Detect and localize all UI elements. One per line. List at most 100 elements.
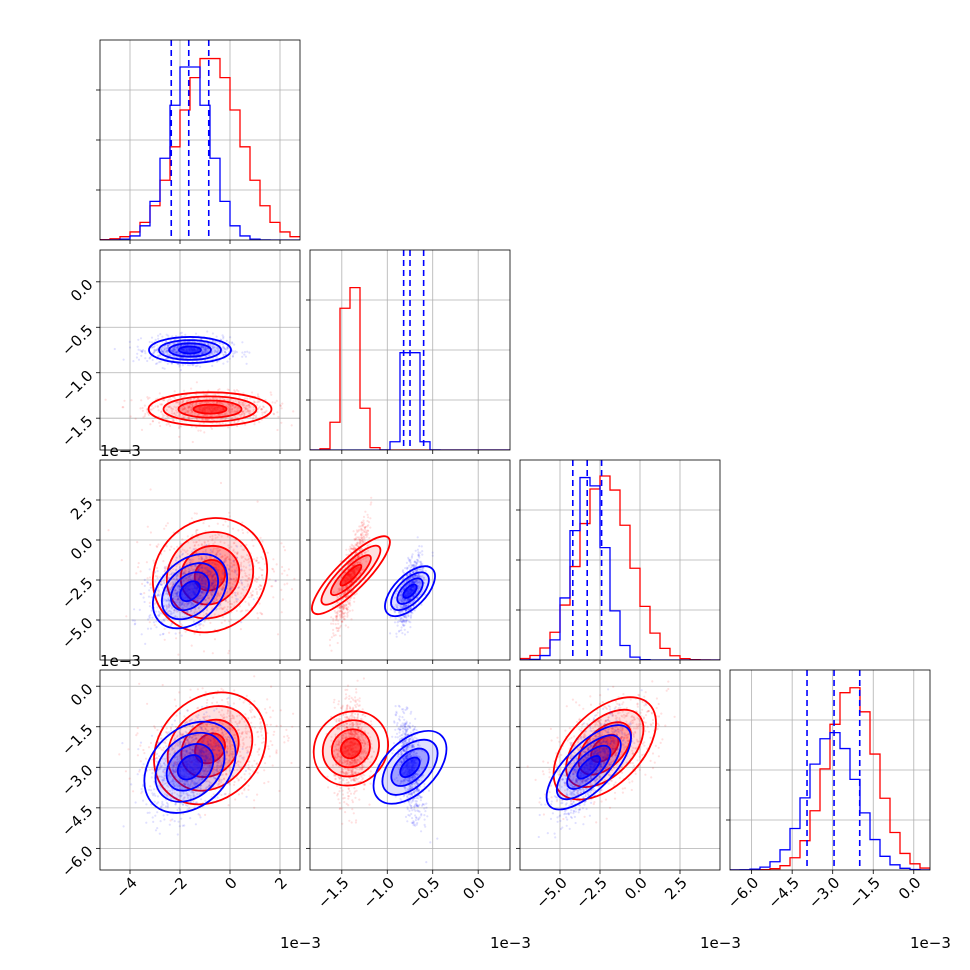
sample-point [217, 592, 220, 595]
sample-point [218, 533, 221, 537]
sample-point [215, 402, 218, 405]
sample-point [328, 644, 332, 647]
sample-point [195, 381, 198, 384]
sample-point [253, 401, 256, 404]
sample-point [176, 401, 179, 404]
panel-2-0 [96, 459, 301, 664]
sample-point [241, 521, 244, 524]
sample-point [173, 547, 176, 550]
sample-point [169, 587, 172, 590]
sample-point [191, 403, 194, 406]
sample-point [178, 341, 182, 344]
sample-point [162, 399, 165, 402]
sample-point [256, 401, 259, 404]
sample-point [227, 426, 230, 429]
sample-point [165, 524, 168, 527]
sample-point [170, 362, 173, 365]
sample-point [252, 400, 255, 403]
sample-point [229, 618, 233, 621]
sample-point [141, 350, 144, 353]
sample-point [176, 574, 179, 577]
sample-point [165, 408, 168, 412]
sample-point [249, 410, 252, 413]
sample-point [162, 414, 165, 417]
sample-point [173, 347, 176, 350]
sample-point [247, 561, 250, 564]
sample-point [195, 628, 199, 632]
sample-point [217, 388, 220, 392]
sample-point [244, 406, 247, 409]
sample-point [155, 626, 158, 629]
sample-point [244, 407, 248, 410]
sample-point [215, 397, 218, 400]
sample-point [147, 397, 150, 400]
sample-point [171, 349, 175, 352]
sample-point [156, 344, 159, 347]
sample-point [205, 350, 208, 354]
sample-point [174, 350, 177, 353]
sample-point [360, 529, 363, 532]
sample-point [227, 567, 230, 571]
sample-point [178, 402, 182, 405]
sample-point [184, 411, 187, 414]
sample-point [165, 565, 168, 568]
sample-point [182, 399, 185, 402]
sample-point [251, 391, 254, 394]
sample-point [159, 633, 162, 637]
sample-point [151, 346, 154, 349]
sample-point [239, 628, 242, 631]
sample-point [161, 346, 164, 349]
sample-point [206, 349, 209, 352]
sample-point [260, 556, 263, 559]
sample-point [242, 594, 245, 597]
sample-point [189, 354, 192, 357]
sample-point [143, 404, 146, 407]
sample-point [209, 535, 212, 538]
sample-point [355, 529, 358, 532]
sample-point [217, 550, 220, 553]
sample-point [215, 347, 219, 350]
sample-point [223, 354, 226, 357]
sample-point [221, 615, 224, 619]
sample-point [178, 435, 181, 438]
sample-point [211, 347, 214, 350]
sample-point [231, 586, 234, 589]
sample-point [241, 403, 244, 406]
sample-point [347, 626, 350, 629]
sample-point [232, 400, 235, 403]
sample-point [132, 360, 135, 363]
sample-point [178, 601, 181, 604]
sample-point [165, 350, 168, 353]
sample-point [163, 549, 166, 553]
sample-point [246, 554, 249, 557]
sample-point [204, 548, 207, 551]
sample-point [192, 541, 195, 544]
sample-point [238, 401, 241, 405]
sample-point [203, 346, 206, 349]
sample-point [173, 397, 176, 400]
sample-point [222, 353, 225, 356]
sample-point [240, 569, 243, 572]
sample-point [201, 346, 204, 349]
sample-point [241, 548, 244, 551]
sample-point [241, 409, 244, 413]
sample-point [176, 599, 179, 602]
sample-point [196, 528, 199, 532]
sample-point [209, 343, 212, 346]
sample-point [147, 413, 150, 416]
sample-point [175, 351, 178, 354]
sample-point [148, 576, 152, 579]
sample-point [225, 556, 228, 559]
sample-point [136, 345, 139, 348]
sample-point [264, 563, 267, 566]
sample-point [275, 563, 278, 566]
sample-point [213, 541, 216, 544]
sample-point [259, 611, 262, 614]
sample-point [189, 399, 192, 402]
sample-point [181, 364, 184, 367]
sample-point [342, 615, 345, 618]
sample-point [231, 404, 235, 407]
sample-point [215, 351, 218, 354]
sample-point [229, 408, 232, 412]
sample-point [212, 543, 215, 546]
